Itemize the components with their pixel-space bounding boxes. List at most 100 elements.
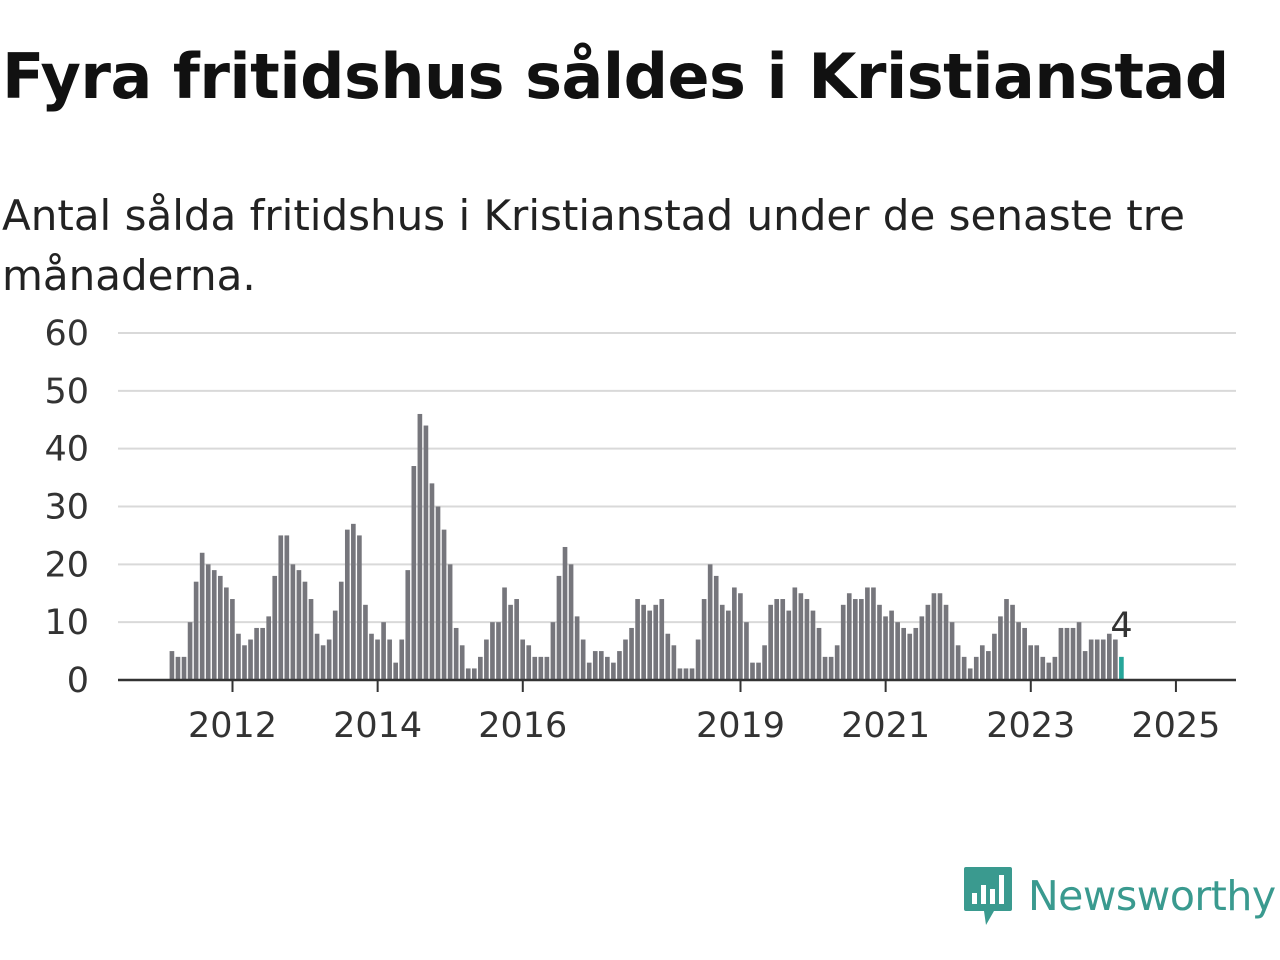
x-tick-label: 2016 <box>478 706 567 746</box>
bar <box>1034 645 1040 680</box>
bar <box>629 627 634 680</box>
bar <box>266 616 272 680</box>
x-tick-label: 2012 <box>188 706 277 746</box>
bar <box>683 668 689 680</box>
bar <box>1106 633 1112 680</box>
bar <box>508 604 513 680</box>
bar <box>586 662 592 680</box>
y-tick-label: 10 <box>44 603 89 643</box>
bar <box>199 552 205 680</box>
bar <box>986 651 991 680</box>
bar <box>175 656 181 680</box>
bar <box>592 651 598 680</box>
bar <box>611 662 616 680</box>
bar <box>574 616 580 680</box>
bar <box>423 425 429 680</box>
bar <box>1100 639 1106 680</box>
bar <box>1113 639 1118 680</box>
bar <box>919 616 925 680</box>
bar <box>314 633 320 680</box>
bar <box>1010 604 1015 680</box>
bar <box>907 633 913 680</box>
bar <box>1046 662 1052 680</box>
bar <box>417 413 423 680</box>
bar <box>798 593 804 680</box>
bar <box>768 604 773 680</box>
bar <box>786 610 792 680</box>
annotations: 4 <box>1110 606 1132 646</box>
x-tick-label: 2019 <box>696 706 785 746</box>
bar <box>459 645 465 680</box>
y-tick-label: 60 <box>44 314 89 354</box>
newsworthy-logo: Newsworthy <box>962 864 1276 928</box>
bar <box>901 627 907 680</box>
y-axis-ticks: 0 10 20 30 40 50 60 <box>44 314 89 701</box>
bar <box>659 599 665 680</box>
bar <box>955 645 961 680</box>
bar <box>471 668 477 680</box>
bar <box>478 656 483 680</box>
x-tick-label: 2023 <box>986 706 1075 746</box>
bar <box>701 599 707 680</box>
bar <box>562 546 568 680</box>
bar <box>719 604 725 680</box>
brand-name: Newsworthy <box>1028 872 1276 920</box>
bar <box>181 656 187 680</box>
y-tick-label: 50 <box>44 372 89 412</box>
bar <box>756 662 761 680</box>
bar <box>514 599 519 680</box>
bar <box>846 593 852 680</box>
bar <box>435 506 441 680</box>
bar <box>254 627 259 680</box>
bar <box>393 662 399 680</box>
bar <box>677 668 683 680</box>
bar <box>193 581 199 680</box>
bar <box>381 622 386 680</box>
bar <box>320 645 326 680</box>
bar <box>502 587 507 680</box>
bar <box>369 633 374 680</box>
chart-title: Fyra fritidshus såldes i Kristianstad <box>2 40 1229 113</box>
bar <box>732 587 737 680</box>
bar-chart-shield-icon <box>964 867 1012 925</box>
bar <box>822 656 828 680</box>
bar <box>302 581 308 680</box>
bar <box>750 662 755 680</box>
bar <box>998 616 1003 680</box>
bar <box>598 651 604 680</box>
bar <box>544 656 550 680</box>
bar <box>211 570 217 680</box>
bar <box>217 575 223 680</box>
x-tick-label: 2025 <box>1131 706 1220 746</box>
bar <box>290 564 296 680</box>
bar <box>1064 627 1070 680</box>
bar <box>1052 656 1058 680</box>
bar <box>532 656 538 680</box>
bar <box>623 639 628 680</box>
bar <box>973 656 979 680</box>
bar <box>344 529 350 680</box>
bar <box>538 656 544 680</box>
bar <box>1004 599 1009 680</box>
bar <box>992 633 997 680</box>
bar <box>520 639 526 680</box>
bar <box>465 668 471 680</box>
y-tick-label: 30 <box>44 488 89 528</box>
bar <box>224 587 229 680</box>
y-tick-label: 20 <box>44 545 89 585</box>
bar <box>284 535 290 680</box>
bar <box>484 639 489 680</box>
bar <box>840 604 846 680</box>
bar <box>1022 627 1027 680</box>
bar <box>725 610 731 680</box>
bar <box>653 604 659 680</box>
bar <box>556 575 562 680</box>
bar <box>1076 622 1082 680</box>
bar <box>429 483 435 680</box>
bar <box>1082 651 1088 680</box>
bars <box>169 413 1124 680</box>
bar <box>859 599 864 680</box>
bar <box>738 593 743 680</box>
bar <box>272 575 278 680</box>
